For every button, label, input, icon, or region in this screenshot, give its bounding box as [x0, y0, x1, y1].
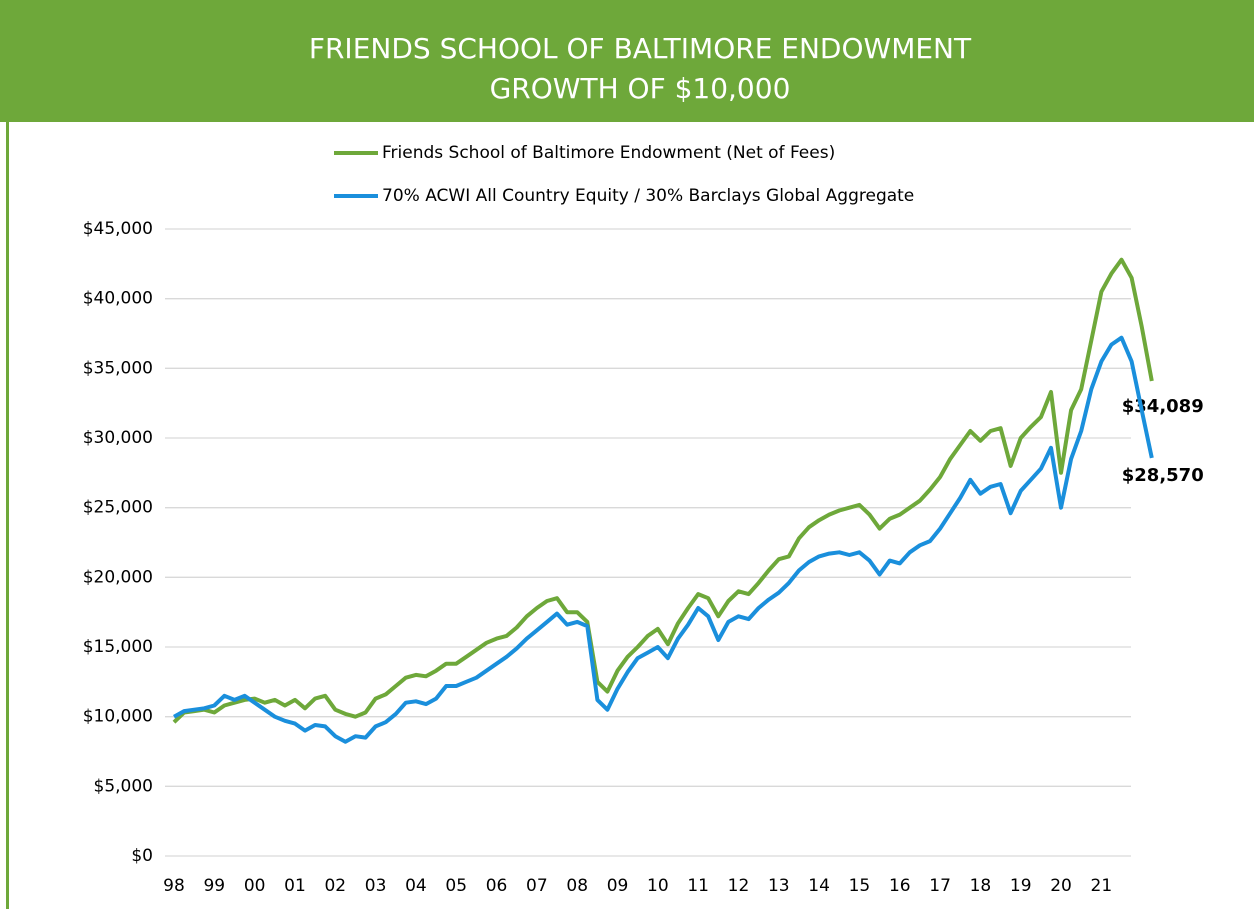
y-tick-label: $45,000: [83, 219, 153, 239]
end-label: $28,570: [1122, 465, 1204, 486]
x-tick-label: 08: [566, 876, 588, 896]
x-tick-label: 21: [1091, 876, 1113, 896]
x-tick-label: 00: [244, 876, 266, 896]
y-tick-label: $35,000: [83, 358, 153, 378]
x-tick-label: 16: [889, 876, 911, 896]
end-label: $34,089: [1122, 396, 1204, 417]
border: [6, 122, 9, 909]
y-tick-label: $15,000: [83, 637, 153, 657]
x-tick-label: 04: [405, 876, 427, 896]
x-tick-label: 05: [445, 876, 467, 896]
y-tick-label: $5,000: [94, 776, 153, 796]
x-tick-label: 01: [284, 876, 306, 896]
x-tick-label: 19: [1010, 876, 1032, 896]
x-tick-label: 07: [526, 876, 548, 896]
y-tick-label: $0: [131, 846, 153, 866]
x-tick-label: 20: [1050, 876, 1072, 896]
x-tick-label: 99: [203, 876, 225, 896]
x-tick-label: 98: [163, 876, 185, 896]
x-tick-label: 18: [970, 876, 992, 896]
x-tick-label: 14: [808, 876, 830, 896]
x-tick-label: 12: [728, 876, 750, 896]
x-tick-label: 10: [647, 876, 669, 896]
x-tick-label: 17: [929, 876, 951, 896]
x-tick-label: 11: [687, 876, 709, 896]
legend-label: 70% ACWI All Country Equity / 30% Barcla…: [382, 186, 914, 206]
x-tick-label: 06: [486, 876, 508, 896]
chart-title: FRIENDS SCHOOL OF BALTIMORE ENDOWMENT: [309, 32, 972, 65]
x-tick-label: 09: [607, 876, 629, 896]
series-line: [173, 335, 1154, 744]
y-tick-label: $10,000: [83, 707, 153, 727]
y-tick-label: $20,000: [83, 567, 153, 587]
y-tick-label: $25,000: [83, 498, 153, 518]
x-tick-label: 13: [768, 876, 790, 896]
legend-label: Friends School of Baltimore Endowment (N…: [382, 143, 835, 163]
header: [0, 0, 1254, 122]
x-tick-label: 15: [849, 876, 871, 896]
series-line: [172, 257, 1154, 724]
chart-subtitle: GROWTH OF $10,000: [490, 72, 791, 105]
y-tick-label: $40,000: [83, 289, 153, 309]
y-tick-label: $30,000: [83, 428, 153, 448]
x-tick-label: 03: [365, 876, 387, 896]
x-tick-label: 02: [324, 876, 346, 896]
